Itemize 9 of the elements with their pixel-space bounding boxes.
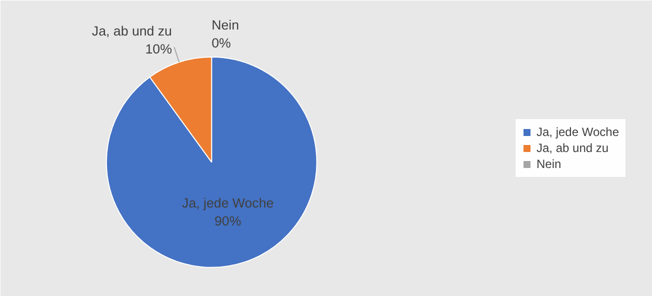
legend-label: Ja, jede Woche	[536, 125, 619, 139]
data-label: 90%	[214, 214, 242, 229]
slice-label: Ja, ab und zu	[92, 24, 172, 39]
legend-label: Nein	[536, 157, 562, 171]
slice-label: Ja, jede Woche	[182, 196, 274, 211]
category-label: Nein	[212, 17, 240, 32]
data-label: 10%	[145, 42, 172, 57]
legend-label: Ja, ab und zu	[536, 141, 609, 155]
text: 0%	[212, 35, 231, 50]
